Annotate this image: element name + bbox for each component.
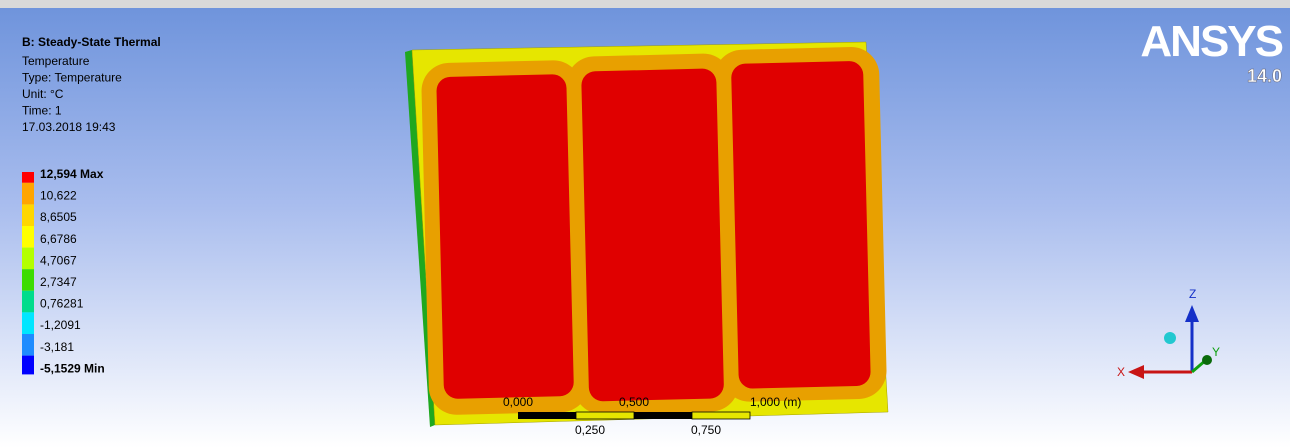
legend-band <box>22 291 34 313</box>
legend-band <box>22 248 34 270</box>
legend-label: -3,181 <box>40 340 74 354</box>
logo-brand: ANSYS <box>1140 17 1282 66</box>
hot-zone <box>731 61 871 389</box>
model <box>405 42 888 427</box>
axis-y: Y <box>1212 345 1220 359</box>
legend-band <box>22 226 34 248</box>
scale-label: 1,000 (m) <box>750 395 801 409</box>
hot-zone <box>581 68 724 401</box>
viewport: B: Steady-State Thermal Temperature Type:… <box>0 0 1290 448</box>
scale-label: 0,750 <box>691 423 721 437</box>
legend-band <box>22 172 34 183</box>
legend-label: 8,6505 <box>40 210 77 224</box>
info-line: Unit: °C <box>22 87 64 101</box>
scale-label: 0,000 <box>503 395 533 409</box>
legend-label: 6,6786 <box>40 232 77 246</box>
info-line: 17.03.2018 19:43 <box>22 120 116 134</box>
info-line: Temperature <box>22 54 90 68</box>
scale-label: 0,500 <box>619 395 649 409</box>
legend-band <box>22 204 34 226</box>
scene: B: Steady-State Thermal Temperature Type:… <box>0 8 1290 448</box>
legend-band <box>22 312 34 334</box>
legend-label: -1,2091 <box>40 318 81 332</box>
legend-label: 0,76281 <box>40 297 84 311</box>
legend-label: 10,622 <box>40 189 77 203</box>
axis-z: Z <box>1189 287 1196 301</box>
legend-label: 2,7347 <box>40 275 77 289</box>
scale-bar <box>518 412 750 419</box>
legend-band <box>22 356 34 375</box>
logo-version: 14.0 <box>1247 66 1282 86</box>
legend-label: 4,7067 <box>40 253 77 267</box>
scale-label: 0,250 <box>575 423 605 437</box>
info-line: Time: 1 <box>22 104 62 118</box>
legend-band <box>22 183 34 205</box>
hot-zone <box>436 74 574 399</box>
legend-label: 12,594 Max <box>40 167 104 181</box>
legend-band <box>22 334 34 356</box>
legend-label: -5,1529 Min <box>40 361 105 375</box>
info-line: Type: Temperature <box>22 71 122 85</box>
legend-band <box>22 269 34 291</box>
axis-x: X <box>1117 365 1125 379</box>
analysis-title: B: Steady-State Thermal <box>22 35 161 49</box>
axis-triad: Z X Y <box>1117 287 1220 379</box>
